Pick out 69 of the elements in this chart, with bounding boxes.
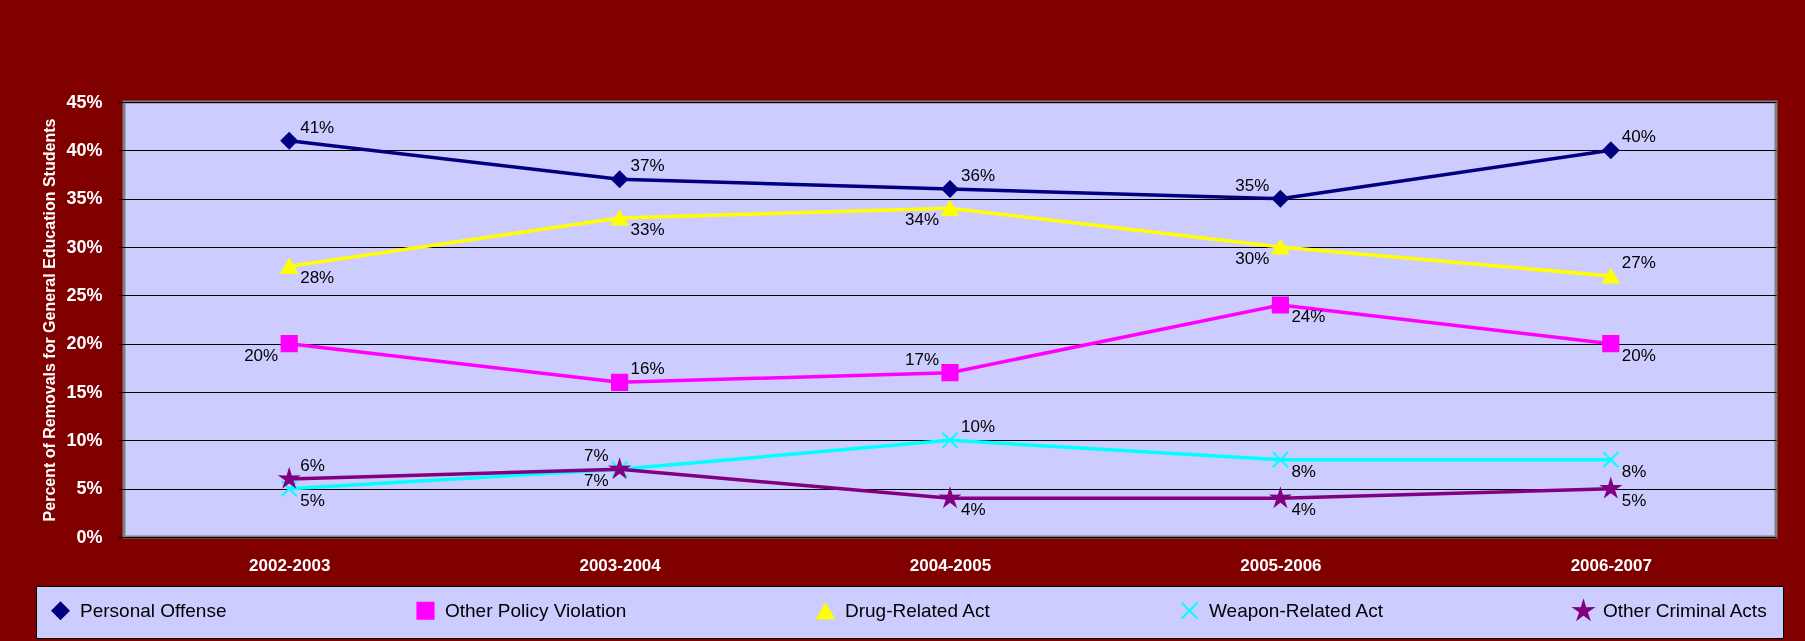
y-tick-label: 25% (66, 284, 103, 305)
legend-label: Drug-Related Act (845, 600, 991, 622)
data-label: 28% (300, 268, 335, 288)
data-label: 37% (630, 156, 665, 176)
y-tick-label: 5% (76, 478, 103, 499)
point (611, 170, 629, 188)
data-label: 24% (1291, 307, 1326, 326)
x-tick-label: 2002-2003 (249, 555, 331, 575)
data-label: 8% (1621, 461, 1647, 481)
point (1271, 296, 1289, 314)
point (280, 258, 298, 274)
data-label: 7% (584, 446, 609, 466)
y-tick-label: 0% (76, 526, 103, 547)
x-tick-label: 2004-2005 (909, 555, 992, 575)
data-label: 10% (961, 417, 996, 437)
data-label: 7% (584, 471, 609, 491)
point (1602, 268, 1620, 284)
point (941, 364, 959, 382)
data-label: 8% (1291, 461, 1316, 481)
point (1602, 451, 1620, 469)
data-label: 6% (300, 456, 325, 475)
point (277, 467, 301, 489)
point (1599, 476, 1623, 499)
data-label: 4% (961, 500, 986, 520)
legend-label: Weapon-Related Act (1209, 599, 1384, 621)
data-label: 5% (1621, 490, 1647, 510)
x-tick-label: 2006-2007 (1570, 555, 1652, 575)
data-label: 33% (630, 220, 665, 239)
point (938, 486, 962, 509)
y-axis-title: Percent of Removals for General Education Students (41, 118, 59, 522)
data-label: 5% (300, 490, 325, 510)
y-tick-label: 30% (66, 236, 103, 257)
y-tick-label: 15% (66, 381, 103, 402)
point (611, 210, 629, 226)
data-label: 36% (961, 166, 996, 185)
legend-label: Other Policy Violation (445, 599, 627, 621)
data-label: 27% (1621, 253, 1656, 272)
data-label: 34% (904, 210, 939, 230)
x-tick-label: 2003-2004 (579, 555, 662, 575)
data-label: 20% (244, 345, 279, 365)
legend-label: Personal Offense (80, 599, 227, 621)
point (280, 335, 298, 353)
point (1271, 239, 1289, 255)
y-tick-label: 35% (66, 188, 103, 209)
y-tick-label: 45% (66, 91, 103, 112)
y-tick-label: 20% (66, 333, 103, 354)
point (611, 373, 629, 391)
data-label: 30% (1235, 249, 1270, 268)
data-label: 16% (630, 359, 665, 379)
point (1602, 335, 1620, 353)
point (941, 200, 959, 216)
data-label: 41% (300, 117, 335, 137)
legend-label: Other Criminal Acts (1603, 600, 1767, 621)
point (1271, 190, 1289, 208)
y-tick-label: 10% (66, 429, 103, 450)
point (1269, 486, 1292, 509)
data-label: 4% (1291, 500, 1316, 520)
point (280, 132, 298, 150)
point (1602, 141, 1620, 159)
data-label: 20% (1621, 345, 1656, 365)
point (941, 180, 959, 198)
data-label: 35% (1235, 175, 1270, 195)
point (941, 431, 959, 449)
data-label: 40% (1621, 127, 1656, 147)
data-label: 17% (904, 349, 939, 369)
point (280, 480, 298, 498)
x-tick-label: 2005-2006 (1240, 555, 1322, 575)
point (1271, 451, 1289, 469)
y-tick-label: 40% (66, 139, 103, 160)
